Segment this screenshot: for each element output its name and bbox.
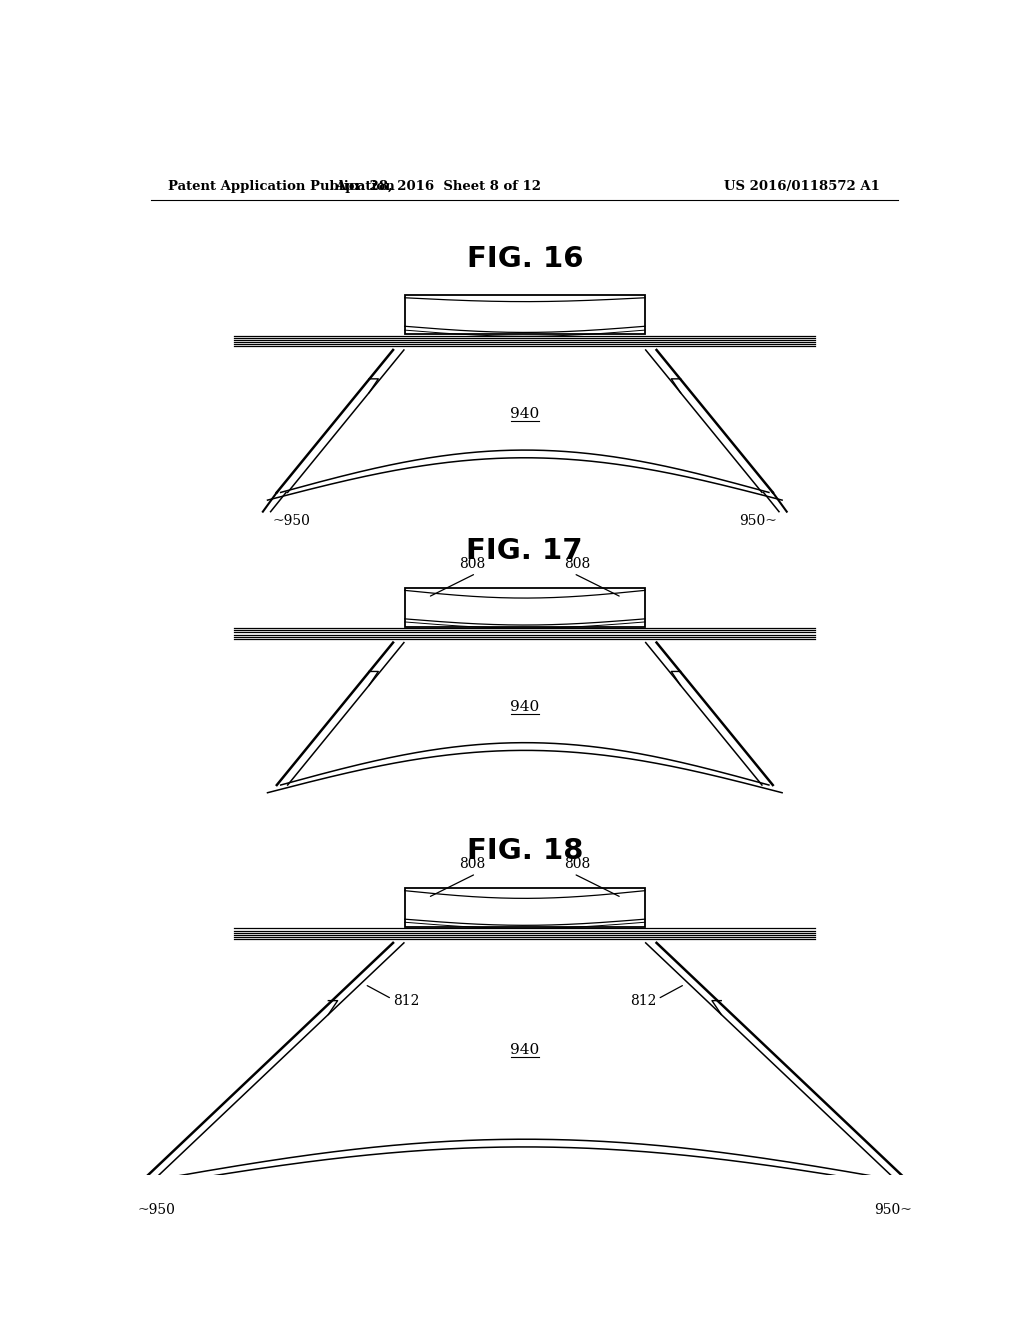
Text: 808: 808 [564, 858, 591, 871]
Text: FIG. 18: FIG. 18 [467, 837, 583, 866]
Text: 808: 808 [459, 557, 485, 572]
FancyBboxPatch shape [404, 296, 645, 334]
FancyBboxPatch shape [404, 888, 645, 927]
Text: ~950: ~950 [137, 1203, 175, 1217]
Text: FIG. 17: FIG. 17 [467, 537, 583, 565]
Text: 950~: 950~ [738, 513, 776, 528]
FancyBboxPatch shape [404, 589, 645, 627]
Text: US 2016/0118572 A1: US 2016/0118572 A1 [724, 181, 881, 194]
Text: Patent Application Publication: Patent Application Publication [168, 181, 395, 194]
Text: 940: 940 [510, 700, 540, 714]
Text: FIG. 16: FIG. 16 [467, 244, 583, 272]
Text: 812: 812 [393, 994, 420, 1008]
Text: 808: 808 [459, 858, 485, 871]
Text: 808: 808 [564, 557, 591, 572]
Text: ~950: ~950 [273, 513, 311, 528]
Text: 812: 812 [630, 994, 656, 1008]
Text: 950~: 950~ [874, 1203, 912, 1217]
Text: Apr. 28, 2016  Sheet 8 of 12: Apr. 28, 2016 Sheet 8 of 12 [335, 181, 541, 194]
Text: 940: 940 [510, 407, 540, 421]
Text: 940: 940 [510, 1043, 540, 1057]
